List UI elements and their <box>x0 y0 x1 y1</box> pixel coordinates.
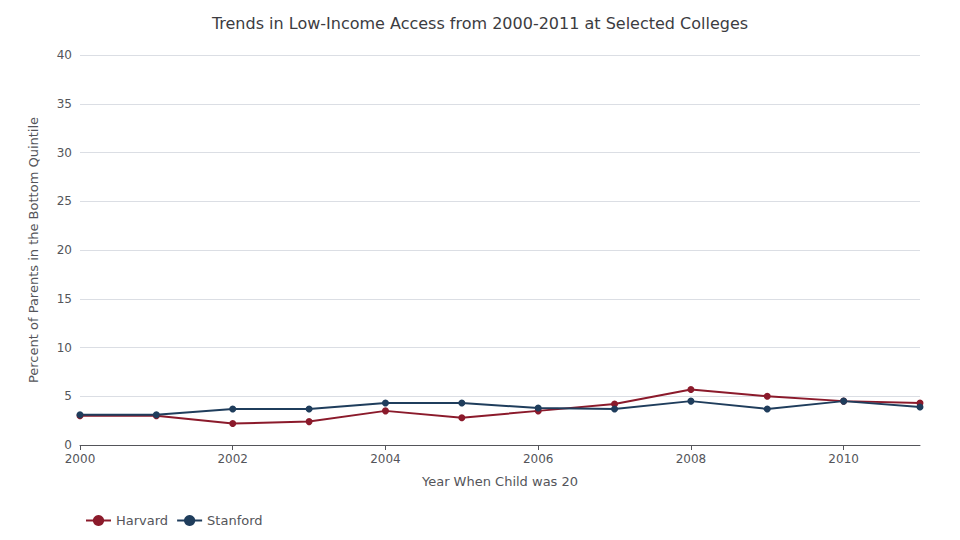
svg-text:2008: 2008 <box>676 452 707 466</box>
svg-text:25: 25 <box>57 194 72 208</box>
svg-text:Year When Child was 20: Year When Child was 20 <box>421 474 578 489</box>
svg-text:15: 15 <box>57 292 72 306</box>
svg-text:0: 0 <box>64 438 72 452</box>
svg-text:30: 30 <box>57 146 72 160</box>
svg-text:10: 10 <box>57 341 72 355</box>
svg-text:20: 20 <box>57 243 72 257</box>
svg-text:Harvard: Harvard <box>116 513 168 528</box>
svg-text:Percent of Parents in the Bott: Percent of Parents in the Bottom Quintil… <box>26 117 41 383</box>
svg-text:2004: 2004 <box>370 452 401 466</box>
svg-text:2010: 2010 <box>828 452 859 466</box>
svg-text:2006: 2006 <box>523 452 554 466</box>
svg-text:Stanford: Stanford <box>207 513 262 528</box>
svg-text:2000: 2000 <box>65 452 96 466</box>
svg-text:2002: 2002 <box>217 452 248 466</box>
svg-text:Trends in Low-Income Access fr: Trends in Low-Income Access from 2000-20… <box>211 14 748 33</box>
svg-text:35: 35 <box>57 97 72 111</box>
svg-text:40: 40 <box>57 48 72 62</box>
svg-text:5: 5 <box>64 389 72 403</box>
